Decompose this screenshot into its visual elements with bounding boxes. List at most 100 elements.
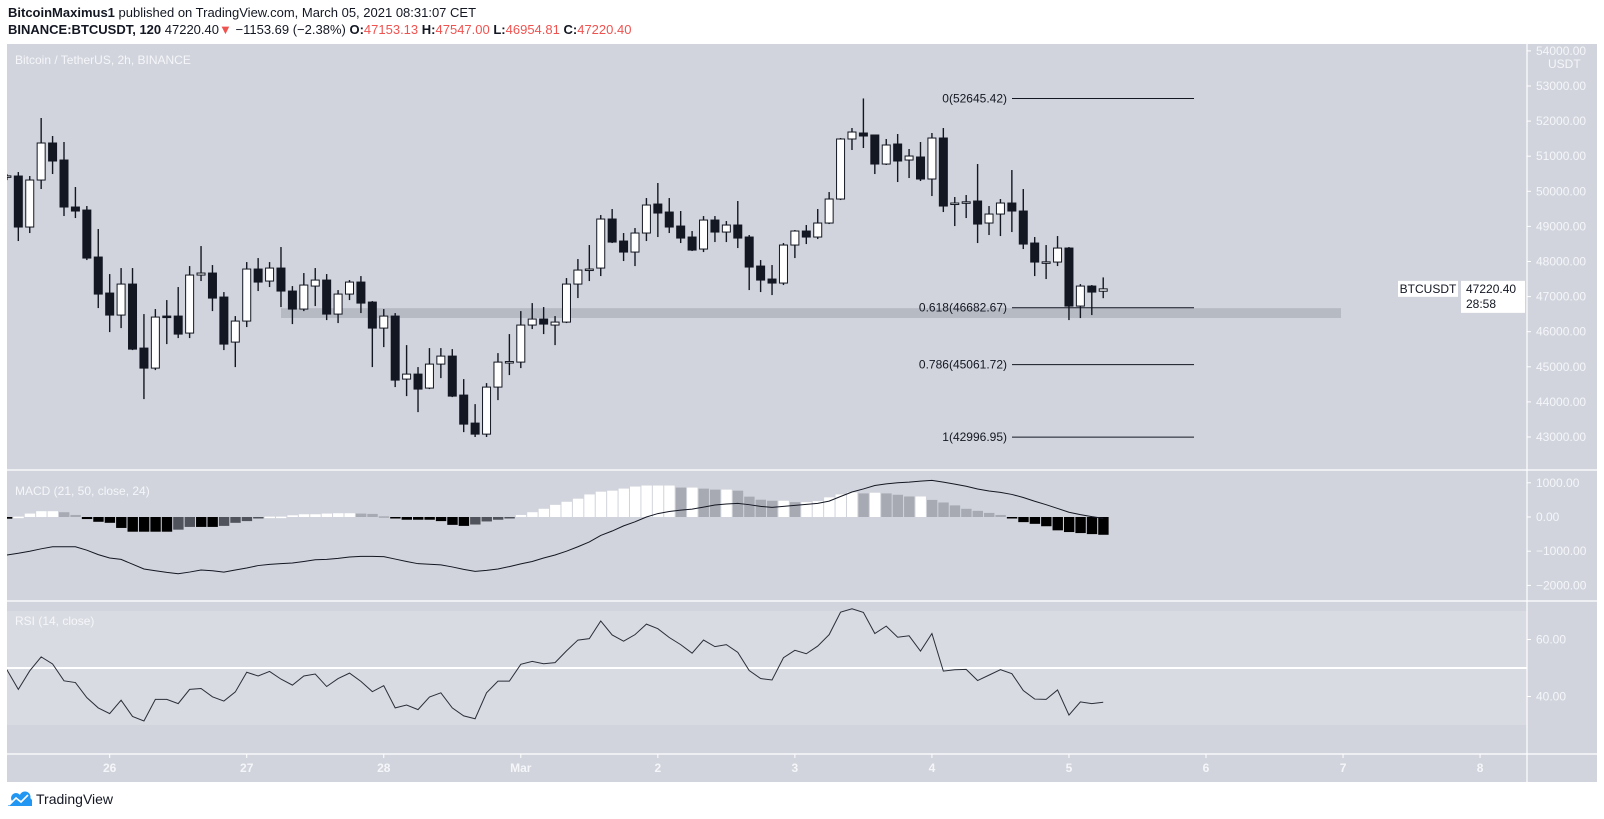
rsi-pane[interactable] bbox=[7, 608, 1527, 725]
macd-histogram-bar bbox=[161, 517, 173, 532]
candle bbox=[59, 142, 69, 217]
candle bbox=[253, 258, 263, 292]
macd-histogram-bar bbox=[47, 511, 58, 517]
macd-histogram-bar bbox=[59, 512, 70, 517]
macd-histogram-bar bbox=[367, 513, 378, 517]
price-unit-label: USDT bbox=[1548, 57, 1581, 71]
macd-histogram-bar bbox=[698, 488, 709, 517]
macd-histogram-bar bbox=[321, 513, 333, 517]
macd-histogram-bar bbox=[81, 517, 93, 520]
macd-histogram-bar bbox=[1041, 517, 1052, 527]
candle bbox=[1053, 236, 1063, 267]
price-tick-label: 54000.00 bbox=[1536, 44, 1586, 58]
candle-body bbox=[36, 142, 46, 181]
candle-body bbox=[493, 361, 503, 388]
candle bbox=[459, 379, 469, 433]
candle bbox=[287, 286, 297, 325]
candle-body bbox=[139, 347, 149, 369]
candle bbox=[550, 316, 560, 346]
candle-body bbox=[676, 225, 686, 239]
time-tick-label: 26 bbox=[103, 761, 117, 775]
candle-body bbox=[836, 138, 846, 200]
candle bbox=[767, 265, 777, 296]
candle bbox=[333, 290, 343, 324]
candle-body bbox=[413, 373, 423, 390]
price-tick-label: 52000.00 bbox=[1536, 114, 1586, 128]
candle bbox=[70, 187, 80, 219]
tradingview-logo[interactable]: TradingView bbox=[7, 791, 113, 807]
candle bbox=[162, 300, 172, 345]
author-name: BitcoinMaximus1 bbox=[8, 5, 115, 20]
macd-histogram-bar bbox=[253, 517, 264, 519]
time-tick-label: 5 bbox=[1066, 761, 1073, 775]
macd-histogram-bar bbox=[949, 505, 961, 517]
candle bbox=[916, 142, 925, 182]
macd-histogram-bar bbox=[972, 510, 983, 517]
candle bbox=[653, 183, 663, 238]
time-tick-label: 6 bbox=[1203, 761, 1210, 775]
macd-histogram-bar bbox=[778, 500, 789, 517]
candle-body bbox=[995, 202, 1005, 215]
candle bbox=[756, 260, 766, 293]
candle-body bbox=[847, 131, 857, 140]
candle-body bbox=[1087, 285, 1097, 293]
axes: 54000.0053000.0052000.0051000.0050000.00… bbox=[7, 44, 1597, 782]
candle bbox=[790, 230, 800, 259]
candle bbox=[630, 228, 640, 267]
candle-body bbox=[219, 296, 229, 345]
candle bbox=[48, 136, 58, 175]
macd-histogram-bar bbox=[767, 500, 778, 517]
macd-histogram-bar bbox=[116, 517, 127, 528]
macd-histogram-bar bbox=[527, 512, 538, 517]
macd-histogram-bar bbox=[13, 516, 24, 519]
macd-histogram-bar bbox=[561, 501, 572, 517]
candle-body bbox=[950, 202, 960, 206]
candle bbox=[139, 314, 149, 400]
symbol-tag-box bbox=[1398, 280, 1458, 297]
candle-body bbox=[607, 218, 617, 243]
candle-body bbox=[310, 279, 320, 287]
candle-body bbox=[59, 159, 69, 208]
candle bbox=[1098, 277, 1108, 299]
candle bbox=[7, 174, 12, 181]
candle bbox=[664, 198, 674, 234]
candle-body bbox=[470, 422, 480, 435]
price-tick-label: 53000.00 bbox=[1536, 79, 1586, 93]
candle-body bbox=[596, 218, 606, 269]
publish-info: BitcoinMaximus1 published on TradingView… bbox=[8, 5, 476, 20]
tradingview-cloud-icon bbox=[8, 791, 32, 806]
candle bbox=[1007, 170, 1017, 233]
macd-histogram-bar bbox=[664, 485, 675, 517]
macd-histogram-bar bbox=[1075, 517, 1086, 534]
candle-body bbox=[664, 211, 674, 228]
macd-pane[interactable] bbox=[2, 479, 1109, 575]
candle bbox=[82, 206, 92, 261]
macd-histogram-bar bbox=[104, 517, 116, 523]
macd-histogram-bar bbox=[1086, 517, 1098, 535]
support-zone bbox=[281, 308, 1341, 319]
candle-body bbox=[881, 144, 891, 165]
candle bbox=[607, 209, 617, 244]
macd-histogram-bar bbox=[173, 517, 184, 530]
candle bbox=[1018, 189, 1028, 250]
macd-histogram-bar bbox=[652, 485, 664, 517]
macd-histogram-bar bbox=[789, 502, 801, 517]
candle-body bbox=[516, 324, 526, 363]
candle-body bbox=[504, 361, 514, 364]
time-tick-label: 27 bbox=[240, 761, 254, 775]
macd-histogram-bar bbox=[961, 508, 972, 517]
price-pane[interactable]: 0(52645.42) 0.618(46682.67) 0.786(45061.72… bbox=[3, 91, 1341, 444]
time-tick-label: 4 bbox=[929, 761, 936, 775]
macd-histogram-bar bbox=[926, 499, 938, 517]
macd-histogram-bar bbox=[995, 514, 1006, 517]
candle bbox=[699, 216, 709, 253]
macd-tick-label: −1000.00 bbox=[1536, 544, 1587, 558]
macd-histogram-bar bbox=[424, 517, 435, 520]
candle-body bbox=[25, 179, 35, 228]
fib-level-label: 0.786(45061.72) bbox=[919, 358, 1007, 372]
candle bbox=[778, 243, 788, 286]
candle bbox=[973, 164, 983, 244]
candle-body bbox=[710, 219, 720, 233]
candle bbox=[938, 128, 948, 213]
